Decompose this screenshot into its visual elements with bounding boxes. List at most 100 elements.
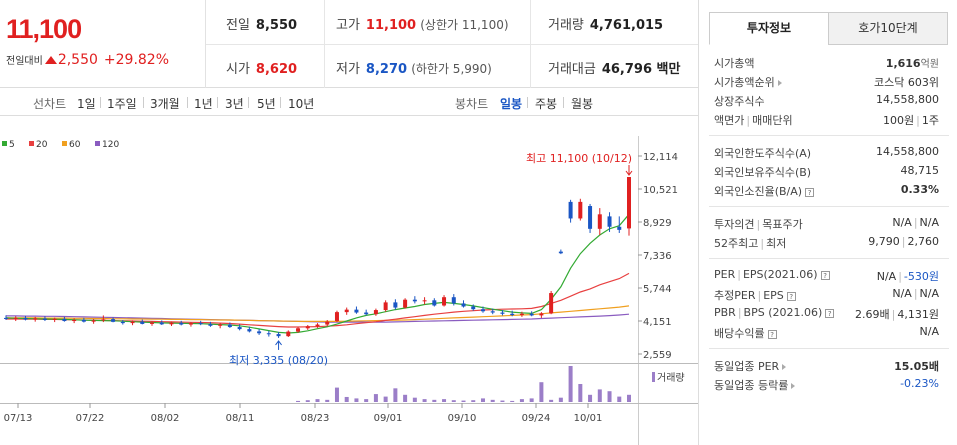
candle[interactable] xyxy=(422,297,427,305)
volume-bar[interactable] xyxy=(539,382,544,402)
arrow-right-icon[interactable] xyxy=(777,80,782,86)
volume-bar[interactable] xyxy=(325,399,330,402)
candle[interactable] xyxy=(159,320,164,325)
candle[interactable] xyxy=(169,321,174,327)
volume-bar[interactable] xyxy=(442,399,447,402)
candle[interactable] xyxy=(558,249,563,255)
candle[interactable] xyxy=(120,319,125,325)
candle[interactable] xyxy=(150,321,155,326)
volume-bar[interactable] xyxy=(344,396,349,402)
arrow-right-icon[interactable] xyxy=(791,383,796,389)
candle[interactable] xyxy=(578,198,583,221)
candle[interactable] xyxy=(62,316,67,322)
candle[interactable] xyxy=(617,216,622,233)
candle[interactable] xyxy=(373,308,378,316)
period-1d[interactable]: 1일 xyxy=(77,97,96,111)
candle[interactable] xyxy=(286,330,291,337)
period-3m[interactable]: 3개월 xyxy=(150,97,180,111)
candle[interactable] xyxy=(198,320,203,326)
candle[interactable] xyxy=(432,298,437,307)
candle[interactable] xyxy=(140,319,145,325)
candle[interactable] xyxy=(188,322,193,327)
candle[interactable] xyxy=(13,316,18,322)
volume-bar[interactable] xyxy=(451,400,456,402)
period-5y[interactable]: 5년 xyxy=(257,97,276,111)
volume-bar[interactable] xyxy=(315,399,320,402)
volume-bar[interactable] xyxy=(578,384,583,402)
candle[interactable] xyxy=(490,308,495,315)
volume-bar[interactable] xyxy=(568,366,573,402)
candle[interactable] xyxy=(334,310,339,323)
volume-bar[interactable] xyxy=(510,400,515,402)
candle[interactable] xyxy=(101,315,106,323)
candle[interactable] xyxy=(471,304,476,311)
volume-bar[interactable] xyxy=(519,399,524,402)
volume-bar[interactable] xyxy=(422,399,427,402)
candle[interactable] xyxy=(500,310,505,316)
volume-bar[interactable] xyxy=(403,394,408,402)
volume-bar[interactable] xyxy=(461,400,466,402)
candle[interactable] xyxy=(257,329,262,335)
volume-bar[interactable] xyxy=(558,397,563,402)
volume-bar[interactable] xyxy=(529,398,534,402)
candle[interactable] xyxy=(325,319,330,327)
candle[interactable] xyxy=(607,212,612,232)
arrow-right-icon[interactable] xyxy=(782,364,787,370)
volume-bar[interactable] xyxy=(373,394,378,402)
help-icon[interactable]: ? xyxy=(786,291,796,301)
volume-bar[interactable] xyxy=(588,394,593,402)
help-icon[interactable]: ? xyxy=(820,270,830,280)
candle-daily[interactable]: 일봉 xyxy=(500,97,523,111)
volume-bar[interactable] xyxy=(364,399,369,402)
candle[interactable] xyxy=(597,208,602,236)
help-icon[interactable]: ? xyxy=(825,308,835,318)
candle[interactable] xyxy=(451,294,456,306)
volume-bar[interactable] xyxy=(627,394,631,402)
candle[interactable] xyxy=(91,318,96,324)
help-icon[interactable]: ? xyxy=(805,187,815,197)
volume-bar[interactable] xyxy=(549,399,554,402)
candle[interactable] xyxy=(247,326,252,333)
candle[interactable] xyxy=(588,203,593,233)
volume-bar[interactable] xyxy=(597,389,602,402)
candle[interactable] xyxy=(305,324,310,330)
candle[interactable] xyxy=(315,323,320,328)
candle[interactable] xyxy=(539,312,544,318)
volume-bar[interactable] xyxy=(480,398,485,402)
volume-bar[interactable] xyxy=(412,397,417,402)
volume-bar[interactable] xyxy=(432,399,437,402)
candle[interactable] xyxy=(52,317,57,323)
candle[interactable] xyxy=(276,332,281,338)
candle[interactable] xyxy=(208,321,213,327)
candle[interactable] xyxy=(33,316,38,322)
candle[interactable] xyxy=(510,310,515,317)
candle[interactable] xyxy=(81,317,86,323)
candle[interactable] xyxy=(461,300,466,308)
tab-investment-info[interactable]: 투자정보 xyxy=(709,12,829,45)
chart-canvas[interactable]: 5 20 60 120 12,114 10,521 8,929 7,336 5,744 4,15… xyxy=(0,116,698,445)
volume-bar[interactable] xyxy=(471,400,476,402)
candle[interactable] xyxy=(227,322,232,328)
candle[interactable] xyxy=(179,320,184,326)
tab-order-book[interactable]: 호가10단계 xyxy=(828,12,948,45)
candle[interactable] xyxy=(296,327,301,333)
period-1y[interactable]: 1년 xyxy=(194,97,213,111)
candle[interactable] xyxy=(130,320,135,326)
volume-bar[interactable] xyxy=(607,391,612,402)
volume-bar[interactable] xyxy=(305,400,310,402)
candle[interactable] xyxy=(529,311,534,317)
candle[interactable] xyxy=(383,300,388,312)
price-chart[interactable]: 5 20 60 120 12,114 10,521 8,929 7,336 5,744 4,15… xyxy=(0,116,698,445)
volume-bar[interactable] xyxy=(490,399,495,402)
candle[interactable] xyxy=(364,309,369,316)
candle[interactable] xyxy=(354,306,359,314)
volume-bar[interactable] xyxy=(334,387,339,402)
volume-bar[interactable] xyxy=(617,396,622,402)
volume-bar[interactable] xyxy=(500,400,505,402)
candle[interactable] xyxy=(344,307,349,315)
period-3y[interactable]: 3년 xyxy=(225,97,244,111)
period-10y[interactable]: 10년 xyxy=(288,97,315,111)
candle[interactable] xyxy=(403,298,408,309)
candle[interactable] xyxy=(23,315,28,321)
help-icon[interactable]: ? xyxy=(767,329,777,339)
